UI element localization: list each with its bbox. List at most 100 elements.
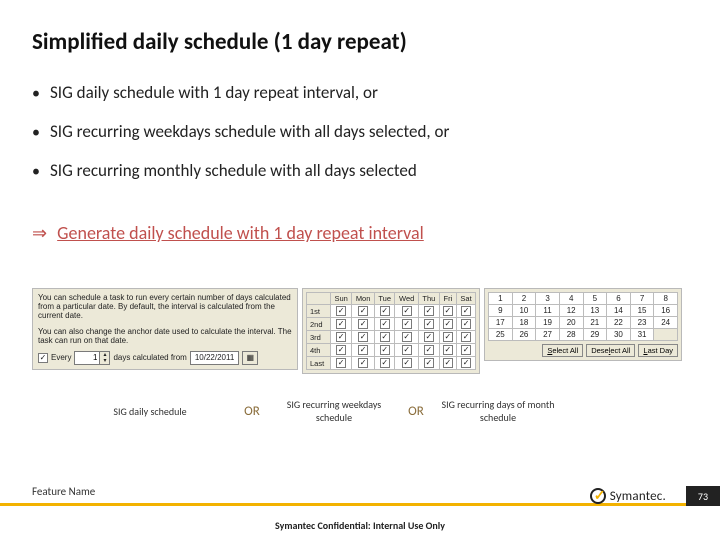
day-checkbox[interactable] <box>336 345 346 355</box>
day-cell[interactable]: 2 <box>512 293 536 305</box>
day-header: Wed <box>395 293 419 305</box>
every-checkbox[interactable] <box>38 353 48 363</box>
select-all-button[interactable]: Select All <box>542 344 583 357</box>
day-header: Tue <box>374 293 394 305</box>
day-checkbox[interactable] <box>358 319 368 329</box>
interval-stepper[interactable]: ▴▾ <box>74 351 110 365</box>
day-checkbox[interactable] <box>424 332 434 342</box>
daily-schedule-panel: You can schedule a task to run every cer… <box>32 288 298 370</box>
day-cell[interactable]: 18 <box>512 317 536 329</box>
day-checkbox[interactable] <box>443 345 453 355</box>
day-cell[interactable]: 24 <box>654 317 678 329</box>
day-checkbox[interactable] <box>336 319 346 329</box>
day-checkbox[interactable] <box>336 358 346 368</box>
day-header: Mon <box>352 293 375 305</box>
calc-from-label: days calculated from <box>113 353 186 362</box>
stepper-arrows-icon[interactable]: ▴▾ <box>99 352 109 364</box>
day-cell[interactable]: 5 <box>583 293 607 305</box>
day-cell[interactable]: 27 <box>536 329 560 341</box>
panel-a-text1: You can schedule a task to run every cer… <box>38 293 292 321</box>
day-checkbox[interactable] <box>358 306 368 316</box>
day-checkbox[interactable] <box>461 345 471 355</box>
day-checkbox[interactable] <box>443 332 453 342</box>
day-checkbox[interactable] <box>424 358 434 368</box>
day-checkbox[interactable] <box>380 345 390 355</box>
panel-a-controls: Every ▴▾ days calculated from 10/22/2011… <box>38 351 292 365</box>
day-checkbox[interactable] <box>461 332 471 342</box>
week-row: 2nd <box>307 318 476 331</box>
day-header: Sat <box>457 293 476 305</box>
day-cell[interactable]: 1 <box>489 293 513 305</box>
captions-row: SIG daily schedule OR SIG recurring week… <box>32 398 698 424</box>
day-cell[interactable]: 14 <box>607 305 631 317</box>
day-cell[interactable]: 10 <box>512 305 536 317</box>
day-cell[interactable]: 20 <box>559 317 583 329</box>
last-day-button[interactable]: Last Day <box>638 344 678 357</box>
day-checkbox[interactable] <box>443 306 453 316</box>
week-row: Last <box>307 357 476 370</box>
every-label: Every <box>51 353 71 362</box>
calendar-icon[interactable]: ▦ <box>242 351 258 365</box>
weekdays-header: Sun Mon Tue Wed Thu Fri Sat <box>307 293 476 305</box>
day-cell[interactable]: 28 <box>559 329 583 341</box>
day-cell[interactable]: 6 <box>607 293 631 305</box>
day-checkbox[interactable] <box>443 358 453 368</box>
day-checkbox[interactable] <box>336 306 346 316</box>
day-checkbox[interactable] <box>380 358 390 368</box>
day-checkbox[interactable] <box>402 332 412 342</box>
result-text: Generate daily schedule with 1 day repea… <box>57 222 424 244</box>
day-checkbox[interactable] <box>358 332 368 342</box>
caption-c: SIG recurring days of month schedule <box>438 398 558 424</box>
day-cell[interactable]: 21 <box>583 317 607 329</box>
day-cell[interactable]: 16 <box>654 305 678 317</box>
arrow-icon: ⇒ <box>32 223 47 243</box>
day-checkbox[interactable] <box>358 345 368 355</box>
day-cell[interactable]: 15 <box>630 305 654 317</box>
panels-row: You can schedule a task to run every cer… <box>32 288 698 374</box>
day-cell[interactable]: 30 <box>607 329 631 341</box>
day-checkbox[interactable] <box>402 319 412 329</box>
caption-a: SIG daily schedule <box>70 405 230 418</box>
day-cell[interactable]: 8 <box>654 293 678 305</box>
day-checkbox[interactable] <box>402 345 412 355</box>
day-checkbox[interactable] <box>443 319 453 329</box>
day-checkbox[interactable] <box>461 358 471 368</box>
week-label: 4th <box>307 344 331 357</box>
interval-input[interactable] <box>75 352 99 364</box>
day-cell[interactable]: 31 <box>630 329 654 341</box>
day-cell[interactable]: 25 <box>489 329 513 341</box>
date-field[interactable]: 10/22/2011 <box>190 351 239 365</box>
day-cell[interactable]: 22 <box>607 317 631 329</box>
deselect-all-button[interactable]: Deselect All <box>586 344 635 357</box>
day-cell[interactable]: 13 <box>583 305 607 317</box>
day-checkbox[interactable] <box>358 358 368 368</box>
day-cell[interactable]: 26 <box>512 329 536 341</box>
day-cell[interactable]: 7 <box>630 293 654 305</box>
day-checkbox[interactable] <box>336 332 346 342</box>
week-label: 3rd <box>307 331 331 344</box>
day-checkbox[interactable] <box>461 306 471 316</box>
day-cell[interactable]: 11 <box>536 305 560 317</box>
week-row: 1st <box>307 305 476 318</box>
day-cell[interactable]: 12 <box>559 305 583 317</box>
day-checkbox[interactable] <box>424 345 434 355</box>
week-row: 4th <box>307 344 476 357</box>
day-checkbox[interactable] <box>380 319 390 329</box>
day-checkbox[interactable] <box>402 306 412 316</box>
day-checkbox[interactable] <box>380 306 390 316</box>
day-cell[interactable]: 23 <box>630 317 654 329</box>
day-cell[interactable]: 29 <box>583 329 607 341</box>
day-checkbox[interactable] <box>402 358 412 368</box>
day-cell[interactable]: 17 <box>489 317 513 329</box>
day-cell[interactable]: 3 <box>536 293 560 305</box>
weekdays-grid: Sun Mon Tue Wed Thu Fri Sat 1st 2nd 3rd … <box>306 292 476 370</box>
day-checkbox[interactable] <box>380 332 390 342</box>
day-checkbox[interactable] <box>424 306 434 316</box>
day-cell[interactable]: 4 <box>559 293 583 305</box>
day-cell[interactable]: 19 <box>536 317 560 329</box>
day-checkbox[interactable] <box>461 319 471 329</box>
bullet-dot-icon <box>32 82 50 103</box>
confidential-label: Symantec Confidential: Internal Use Only <box>0 519 720 532</box>
day-checkbox[interactable] <box>424 319 434 329</box>
day-cell[interactable]: 9 <box>489 305 513 317</box>
